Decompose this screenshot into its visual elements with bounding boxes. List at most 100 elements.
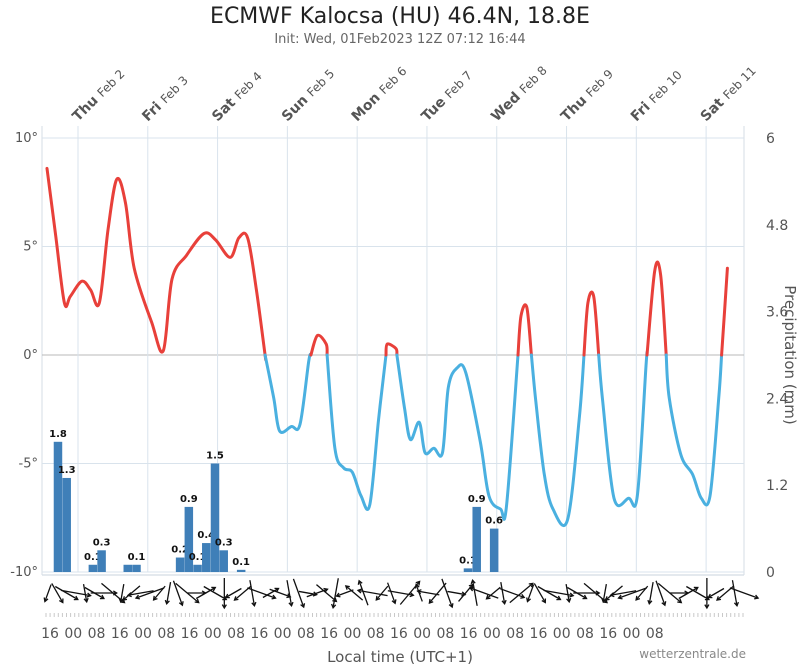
wind-arrow bbox=[417, 590, 440, 596]
wind-arrow-head bbox=[501, 599, 507, 606]
wind-arrow bbox=[486, 586, 501, 600]
wind-arrow bbox=[358, 580, 369, 606]
wind-arrow-head bbox=[526, 597, 532, 603]
precip-value-label: 0.1 bbox=[232, 557, 250, 568]
y-tick-label: 5° bbox=[23, 240, 38, 255]
day-label-date: Feb 3 bbox=[158, 73, 191, 106]
wind-arrow-head bbox=[468, 586, 475, 592]
wind-arrow bbox=[635, 585, 649, 601]
x-tick-label: 08 bbox=[297, 626, 315, 642]
x-tick-label: 08 bbox=[367, 626, 385, 642]
wind-arrow bbox=[386, 582, 396, 604]
precip-bar bbox=[236, 569, 246, 572]
x-tick-label: 00 bbox=[204, 626, 222, 642]
x-tick-label: 00 bbox=[343, 626, 361, 642]
wind-arrow-head bbox=[733, 601, 740, 608]
wind-arrow-head bbox=[83, 597, 89, 604]
wind-arrow bbox=[428, 582, 447, 604]
wind-arrow bbox=[447, 590, 466, 596]
day-label-date: Feb 7 bbox=[442, 68, 475, 101]
wind-arrow bbox=[269, 588, 291, 598]
wind-arrow-head bbox=[609, 592, 615, 598]
wind-arrow bbox=[336, 589, 354, 597]
wind-arrow-head bbox=[233, 596, 239, 601]
wind-arrows bbox=[43, 578, 760, 610]
wind-arrow bbox=[655, 580, 666, 606]
precip-value-label: 1.5 bbox=[206, 451, 224, 462]
precip-value-label: 0.1 bbox=[128, 552, 146, 563]
wind-arrow-head bbox=[415, 580, 421, 586]
day-label-date: Feb 6 bbox=[377, 64, 410, 97]
wind-arrow-head bbox=[224, 593, 230, 599]
wind-arrow bbox=[610, 590, 637, 596]
precip-bar bbox=[489, 528, 499, 572]
y2-tick-label: 1.2 bbox=[766, 478, 788, 494]
wind-arrow bbox=[345, 585, 364, 601]
wind-arrow-head bbox=[416, 589, 422, 595]
wind-arrow bbox=[618, 587, 647, 599]
precip-value-label: 0.9 bbox=[180, 494, 198, 505]
x-tick-label: 16 bbox=[41, 626, 59, 642]
precip-value-label: 1.3 bbox=[58, 465, 76, 476]
precip-bar bbox=[123, 564, 133, 572]
x-tick-label: 16 bbox=[390, 626, 408, 642]
wind-arrow-head bbox=[222, 595, 228, 601]
precip-value-label: 0.3 bbox=[215, 537, 233, 548]
wind-arrow-head bbox=[375, 595, 381, 601]
wind-arrow bbox=[602, 584, 608, 602]
wind-arrow-head bbox=[617, 594, 623, 600]
wind-arrow-head bbox=[86, 592, 92, 598]
wind-arrow-head bbox=[335, 592, 341, 598]
x-tick-label: 16 bbox=[181, 626, 199, 642]
wind-arrow-head bbox=[357, 579, 363, 585]
temperature-line-cold bbox=[325, 353, 388, 511]
wind-arrow bbox=[526, 584, 535, 602]
precip-value-label: 0.1 bbox=[84, 552, 102, 563]
wind-arrow-head bbox=[356, 588, 363, 594]
credit-text: wetterzentrale.de bbox=[639, 647, 746, 661]
wind-arrow-head bbox=[323, 587, 329, 593]
day-label-date: Feb 9 bbox=[583, 67, 616, 100]
precip-bar bbox=[184, 506, 194, 572]
wind-arrow bbox=[708, 587, 725, 599]
wind-arrow bbox=[44, 584, 52, 602]
day-label: Fri Feb 10 bbox=[628, 67, 686, 125]
x-tick-label: 16 bbox=[111, 626, 129, 642]
wind-arrow bbox=[499, 587, 525, 599]
wind-arrow-head bbox=[391, 599, 397, 605]
y2-tick-label: 6 bbox=[766, 131, 775, 147]
wind-arrow bbox=[127, 590, 154, 596]
wind-arrow-head bbox=[134, 594, 141, 600]
wind-arrow-head bbox=[271, 594, 277, 600]
wind-arrow bbox=[500, 582, 506, 604]
temperature-line-warm bbox=[516, 303, 533, 357]
x-tick-label: 00 bbox=[413, 626, 431, 642]
wind-arrow-head bbox=[520, 593, 526, 599]
wind-arrow-head bbox=[118, 597, 124, 604]
temperature-line-warm bbox=[582, 290, 601, 357]
x-tick-label: 00 bbox=[483, 626, 501, 642]
y-tick-label: 0° bbox=[23, 348, 38, 363]
wind-arrow-head bbox=[582, 594, 588, 600]
wind-arrow-head bbox=[556, 595, 562, 601]
x-tick-label: 08 bbox=[88, 626, 106, 642]
x-tick-label: 08 bbox=[646, 626, 664, 642]
day-label: Sun Feb 5 bbox=[279, 66, 338, 125]
wind-arrow-head bbox=[528, 582, 534, 588]
x-axis-title: Local time (UTC+1) bbox=[327, 648, 473, 666]
wind-arrow bbox=[195, 586, 216, 600]
wind-arrow-head bbox=[58, 598, 64, 604]
precip-value-label: 0.2 bbox=[171, 545, 189, 556]
wind-arrow bbox=[225, 587, 242, 599]
wind-arrow bbox=[458, 584, 474, 602]
day-label: Mon Feb 6 bbox=[349, 63, 411, 125]
wind-arrow bbox=[471, 580, 478, 606]
wind-arrow-head bbox=[152, 595, 158, 601]
precip-bar bbox=[202, 543, 211, 572]
x-tick-label: 08 bbox=[157, 626, 175, 642]
wind-arrow bbox=[533, 583, 546, 603]
wind-arrow-head bbox=[73, 595, 79, 601]
wind-arrow-head bbox=[566, 597, 572, 604]
precip-bar bbox=[219, 550, 228, 572]
